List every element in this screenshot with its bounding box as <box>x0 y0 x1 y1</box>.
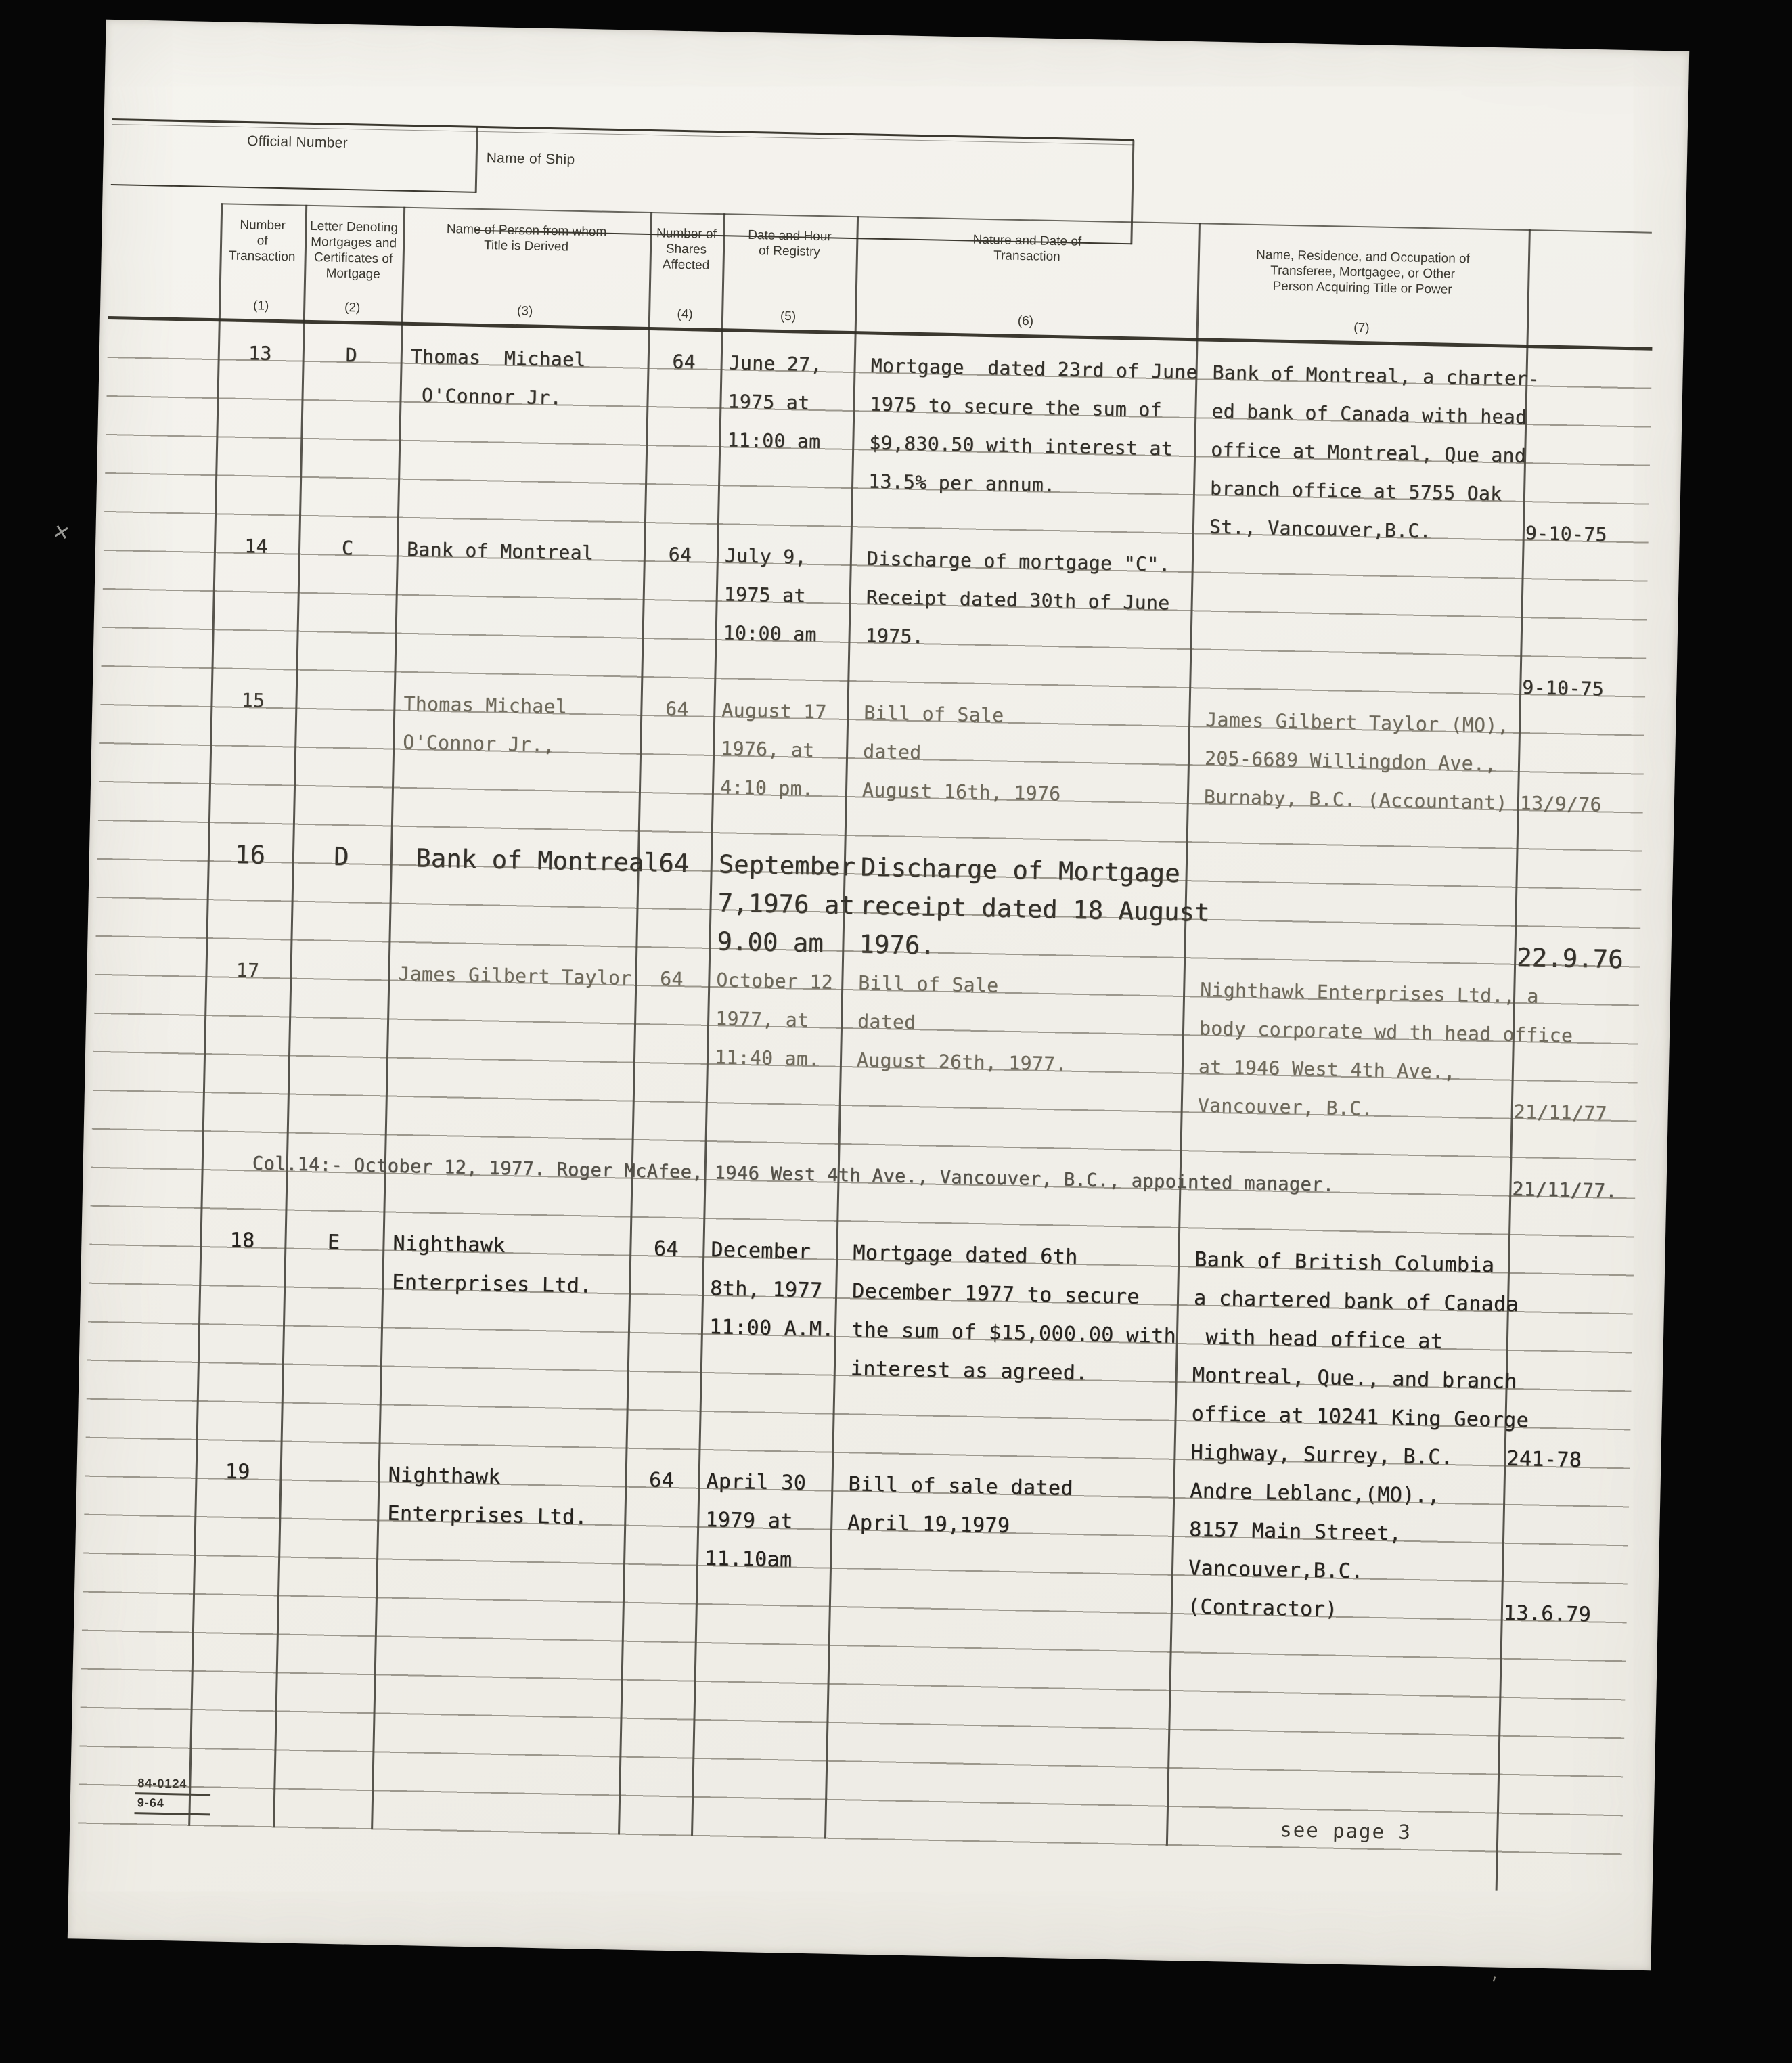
transaction-nature: Discharge of mortgage "C". Receipt dated… <box>865 547 1171 648</box>
grantor-name: James Gilbert Taylor <box>398 962 632 990</box>
official-number-label: Official Number <box>246 133 349 152</box>
column-number: (1) <box>252 298 269 313</box>
transferee-details: Bank of Montreal, a charter- ed bank of … <box>1209 361 1540 543</box>
registration-date: 21/11/77. <box>1512 1177 1618 1202</box>
registry-date-hour: July 9, 1975 at 10:00 am <box>723 544 817 646</box>
ledger-row-18: 18 E Nighthawk Enterprises Ltd. 64 Decem… <box>82 1218 1638 1472</box>
column-header-transaction-nature: Nature and Date of Transaction (6) <box>855 219 1199 338</box>
mortgage-letter: D <box>333 841 350 872</box>
transaction-nature: Discharge of Mortgage receipt dated 18 A… <box>859 852 1210 960</box>
shares-affected: 64 <box>668 543 692 567</box>
ledger-page-content: Official Number Name of Ship Number of T… <box>68 20 1689 1970</box>
shares-affected: 64 <box>665 697 689 721</box>
grantor-name: Nighthawk Enterprises Ltd. <box>387 1463 588 1530</box>
transaction-nature: Mortgage dated 6th December 1977 to secu… <box>850 1241 1177 1385</box>
transaction-number: 14 <box>244 535 269 558</box>
official-number-divider-line <box>474 127 478 193</box>
stray-tick-mark: ' <box>1484 1972 1501 1995</box>
column-number: (6) <box>1017 313 1034 329</box>
registry-date-hour: August 17 1976, at 4:10 pm. <box>719 698 828 801</box>
grantor-name: Bank of Montreal <box>406 537 594 564</box>
transferee-details: Andre Leblanc,(MO)., 8157 Main Street, V… <box>1187 1479 1440 1622</box>
transaction-number: 18 <box>229 1228 255 1253</box>
mortgage-letter: C <box>341 536 354 560</box>
margin-x-pencil-mark: ✕ <box>50 520 72 546</box>
grantor-name: Thomas Michael O'Connor Jr. <box>409 345 586 409</box>
grantor-name: Thomas Michael O'Connor Jr., <box>403 692 568 757</box>
transaction-nature: Mortgage dated 23rd of June 1975 to secu… <box>868 354 1199 497</box>
registration-date: 9-10-75 <box>1521 676 1605 701</box>
manager-appointment-note-row: Col.14:- October 12, 1977. Roger McAfee,… <box>83 1140 1640 1201</box>
transaction-number: 16 <box>234 839 266 870</box>
shares-affected: 64 <box>653 1237 679 1262</box>
ledger-row-16: 16 D Bank of Montreal 64 September 7,197… <box>90 833 1647 974</box>
shares-affected: 64 <box>648 1468 675 1493</box>
mortgage-letter: D <box>345 344 358 367</box>
manager-appointment-note: Col.14:- October 12, 1977. Roger McAfee,… <box>252 1153 1335 1196</box>
transaction-number: 19 <box>225 1459 250 1484</box>
form-number-block: 84-0124 9-64 <box>134 1775 211 1816</box>
transaction-nature: Bill of Sale dated August 16th, 1976 <box>861 701 1061 805</box>
registry-date-hour: June 27, 1975 at 11:00 am <box>727 351 823 453</box>
form-number-line2: 9-64 <box>134 1794 211 1816</box>
column-number: (2) <box>344 300 361 315</box>
column-header-label: Nature and Date of Transaction <box>972 232 1082 265</box>
registration-date: 241-78 <box>1506 1446 1582 1472</box>
column-header-mortgage-letter: Letter Denoting Mortgages and Certificat… <box>303 208 403 322</box>
grantor-name: Nighthawk Enterprises Ltd. <box>391 1231 593 1298</box>
shares-affected: 64 <box>659 967 684 991</box>
transaction-number: 17 <box>236 958 260 982</box>
registration-date: 13.6.79 <box>1503 1601 1592 1627</box>
column-number: (4) <box>677 307 693 322</box>
registry-date-hour: April 30 1979 at 11.10am <box>704 1469 807 1572</box>
registration-date: 9-10-75 <box>1525 522 1608 546</box>
form-number-line1: 84-0124 <box>135 1775 211 1796</box>
table-left-border-line <box>188 203 223 1826</box>
registration-date: 22.9.76 <box>1516 942 1624 975</box>
ledger-page: Official Number Name of Ship Number of T… <box>67 19 1690 1971</box>
mortgage-letter: E <box>327 1230 340 1255</box>
shares-affected: 64 <box>658 848 690 879</box>
transaction-number: 15 <box>241 689 265 712</box>
transaction-nature: Bill of sale dated April 19,1979 <box>847 1472 1074 1538</box>
shares-affected: 64 <box>672 350 696 374</box>
registry-date-hour: October 12 1977, at 11:40 am. <box>714 969 834 1071</box>
registration-date: 21/11/77 <box>1513 1100 1608 1125</box>
column-header-label: Letter Denoting Mortgages and Certificat… <box>309 219 399 282</box>
column-header-label: Number of Shares Affected <box>656 226 717 273</box>
grantor-name: Bank of Montreal <box>400 843 660 878</box>
ledger-row-15: 15 Thomas Michael O'Connor Jr., 64 Augus… <box>93 678 1649 816</box>
registry-date-hour: December 8th, 1977 11:00 A.M. <box>709 1238 835 1341</box>
column-line-1-2 <box>273 204 308 1828</box>
column-header-transferee: Name, Residence, and Occupation of Trans… <box>1196 225 1529 345</box>
column-header-transaction-number: Number of Transaction (1) <box>219 206 305 319</box>
column-header-label: Date and Hour of Registry <box>747 227 832 260</box>
column-header-shares: Number of Shares Affected (4) <box>648 215 723 328</box>
column-number: (5) <box>780 309 797 324</box>
column-line-3-4 <box>618 212 653 1835</box>
transaction-nature: Bill of Sale dated August 26th, 1977. <box>856 971 1067 1075</box>
column-number: (3) <box>516 304 533 319</box>
official-number-box-bottom-line <box>110 183 476 193</box>
transferee-details: Bank of British Columbia a chartered ban… <box>1190 1247 1529 1470</box>
registry-date-hour: September 7,1976 at 9.00 am <box>717 849 856 958</box>
transferee-details: James Gilbert Taylor (MO), 205-6689 Will… <box>1203 708 1510 814</box>
name-of-ship-label: Name of Ship <box>486 150 575 168</box>
column-header-label: Number of Transaction <box>228 217 296 265</box>
column-header-registry-datetime: Date and Hour of Registry (5) <box>721 216 857 331</box>
registration-date: 13/9/76 <box>1519 791 1603 816</box>
column-number: (7) <box>1353 320 1370 336</box>
column-line-2-3 <box>371 206 406 1830</box>
column-header-grantor-name: Name of Person from whom Title is Derive… <box>401 210 650 327</box>
column-header-label: Name of Person from whom Title is Derive… <box>446 221 607 254</box>
transaction-number: 13 <box>248 342 272 365</box>
see-page-note: see page 3 <box>1280 1818 1412 1844</box>
column-header-label: Name, Residence, and Occupation of Trans… <box>1255 247 1471 297</box>
